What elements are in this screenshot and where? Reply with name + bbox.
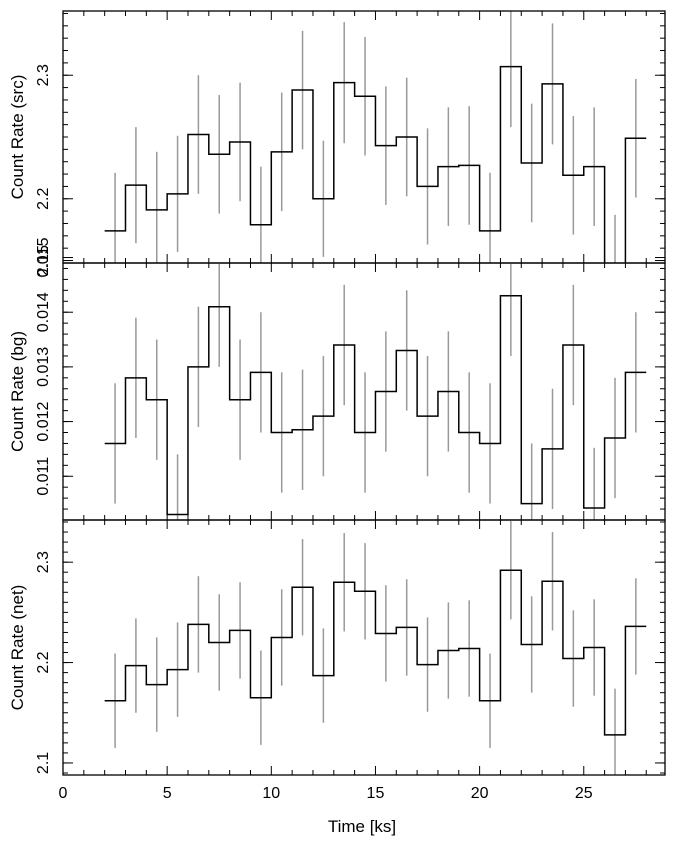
step-line-src <box>104 65 647 263</box>
panel-net: 2.1 2.2 2.3 Count Rate (net) <box>8 519 666 776</box>
y-axis-label-bg: Count Rate (bg) <box>8 331 27 452</box>
panel-bg: 0.011 0.012 0.013 0.014 0.015 Count Rate (bg) <box>8 237 666 521</box>
x-tick-label: 0 <box>59 785 68 802</box>
y-axis-label-src: Count Rate (src) <box>8 75 27 200</box>
y-tick-label: 2.1 <box>35 752 52 774</box>
y-tick-label: 0.013 <box>35 347 52 387</box>
panel-frame-bg <box>62 262 666 521</box>
step-line-net <box>104 569 647 736</box>
y-tick-label: 2.3 <box>35 551 52 573</box>
panel-src: 2.15 2.2 2.3 Count Rate (src) <box>8 10 666 276</box>
error-bars-src <box>114 11 637 263</box>
y-tick-label: 2.3 <box>35 64 52 86</box>
step-line-bg <box>104 295 647 516</box>
panel-frame-src <box>62 10 666 264</box>
x-tick-label: 25 <box>575 785 593 802</box>
panel-frame-net <box>62 519 666 776</box>
y-tick-label: 2.15 <box>35 245 52 276</box>
x-axis-label: Time [ks] <box>328 817 396 836</box>
y-axis-label-net: Count Rate (net) <box>8 585 27 711</box>
x-tick-label: 10 <box>262 785 280 802</box>
y-tick-label: 0.012 <box>35 401 52 441</box>
x-tick-labels: 0 5 10 15 20 25 <box>59 785 593 802</box>
x-tick-label: 15 <box>367 785 385 802</box>
y-tick-label: 0.014 <box>35 292 52 332</box>
y-tick-label: 2.2 <box>35 188 52 210</box>
x-tick-label: 5 <box>163 785 172 802</box>
y-tick-label: 0.011 <box>35 457 52 496</box>
x-tick-label: 20 <box>471 785 489 802</box>
y-tick-label: 2.2 <box>35 651 52 673</box>
y-tick-label: 0.015 <box>35 237 52 277</box>
error-bars-net <box>114 521 637 775</box>
